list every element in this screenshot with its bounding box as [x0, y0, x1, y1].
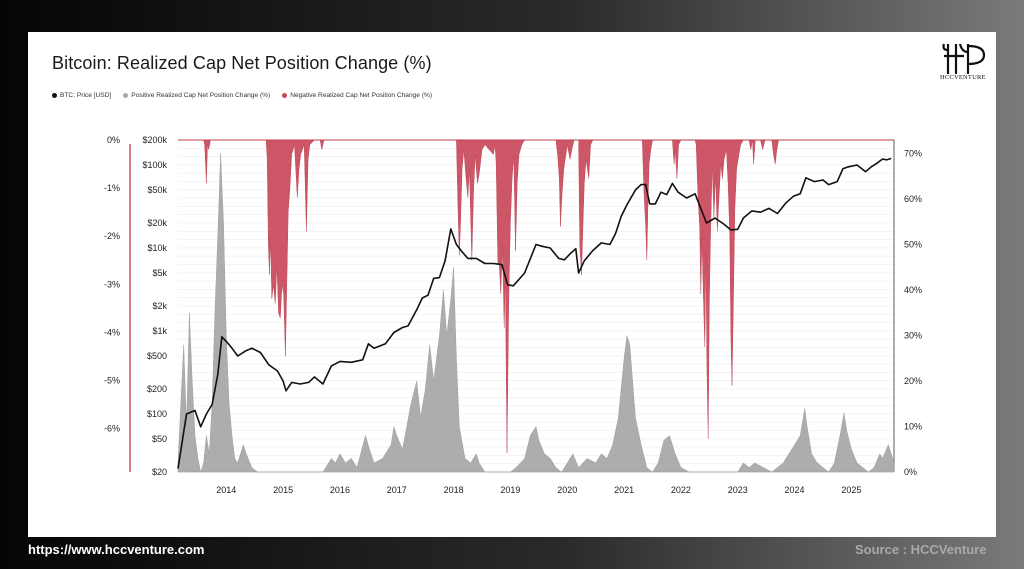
price-axis-tick: $200k: [142, 135, 167, 145]
chart-title: Bitcoin: Realized Cap Net Position Chang…: [52, 53, 432, 73]
year-tick: 2022: [671, 485, 691, 495]
footer-source: Source : HCCVenture: [855, 542, 987, 557]
price-axis-tick: $20: [152, 467, 167, 477]
price-axis-tick: $500: [147, 351, 167, 361]
year-tick: 2016: [330, 485, 350, 495]
chart-card: Bitcoin: Realized Cap Net Position Chang…: [28, 32, 996, 537]
positive-axis-tick: 20%: [904, 376, 922, 386]
price-axis-tick: $5k: [152, 268, 167, 278]
chart-legend: BTC: Price [USD] Positive Realized Cap N…: [52, 92, 432, 99]
logo-text: HCCVENTURE: [940, 74, 986, 81]
positive-axis-tick: 40%: [904, 285, 922, 295]
year-tick: 2021: [614, 485, 634, 495]
year-tick: 2024: [785, 485, 805, 495]
year-tick: 2014: [216, 485, 236, 495]
price-axis-tick: $100: [147, 409, 167, 419]
price-axis-tick: $20k: [147, 218, 167, 228]
price-line: [177, 157, 892, 469]
price-axis-tick: $200: [147, 384, 167, 394]
positive-axis-tick: 70%: [904, 149, 922, 159]
chart-plot: 0% -1% -2% -3% -4% -5% -6% $200k $100k $50k $20k $1…: [104, 135, 922, 495]
negative-axis-tick: -2%: [104, 231, 120, 241]
legend-item-price[interactable]: BTC: Price [USD]: [52, 92, 111, 99]
legend-item-negative[interactable]: Negative Realized Cap Net Position Chang…: [282, 92, 432, 99]
legend-label-negative: Negative Realized Cap Net Position Chang…: [290, 92, 433, 99]
positive-axis-tick: 50%: [904, 240, 922, 250]
legend-label-positive: Positive Realized Cap Net Position Chang…: [131, 92, 271, 99]
year-tick: 2015: [273, 485, 293, 495]
hccventure-logo-icon: [942, 43, 986, 74]
year-tick: 2020: [557, 485, 577, 495]
footer-url-link[interactable]: https://www.hccventure.com: [28, 542, 205, 557]
price-axis-tick: $2k: [152, 301, 167, 311]
price-axis-tick: $50: [152, 434, 167, 444]
negative-axis-tick: -3%: [104, 279, 120, 289]
negative-change-area: [178, 139, 894, 453]
price-axis-tick: $50k: [147, 185, 167, 195]
positive-change-area: [177, 153, 895, 473]
positive-axis-tick: 10%: [904, 422, 922, 432]
legend-dot-negative: [282, 93, 288, 98]
year-tick: 2018: [444, 485, 464, 495]
year-tick: 2023: [728, 485, 748, 495]
positive-axis-tick: 60%: [904, 194, 922, 204]
price-axis-tick: $100k: [142, 160, 167, 170]
positive-axis-tick: 30%: [904, 331, 922, 341]
negative-axis-tick: -6%: [104, 424, 120, 434]
year-tick: 2019: [500, 485, 520, 495]
legend-label-price: BTC: Price [USD]: [60, 92, 112, 99]
legend-dot-positive: [123, 93, 129, 98]
price-axis-tick: $10k: [147, 243, 167, 253]
negative-axis-tick: 0%: [107, 135, 120, 145]
positive-axis-tick: 0%: [904, 467, 917, 477]
year-tick: 2017: [387, 485, 407, 495]
year-tick: 2025: [841, 485, 861, 495]
legend-dot-price: [52, 93, 57, 98]
negative-axis-tick: -4%: [104, 327, 120, 337]
negative-axis-tick: -1%: [104, 183, 120, 193]
negative-axis-tick: -5%: [104, 376, 120, 386]
legend-item-positive[interactable]: Positive Realized Cap Net Position Chang…: [123, 92, 270, 99]
price-axis-tick: $1k: [152, 326, 167, 336]
